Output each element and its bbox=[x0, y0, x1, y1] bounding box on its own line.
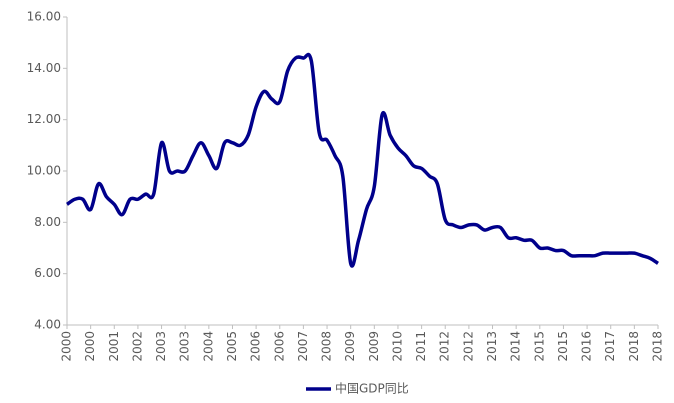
x-tick-label: 2006 bbox=[249, 331, 263, 362]
x-tick-label: 2004 bbox=[201, 331, 215, 362]
x-tick-label: 2010 bbox=[390, 331, 404, 362]
x-tick-label: 2015 bbox=[556, 331, 570, 362]
x-tick-label: 2002 bbox=[130, 331, 144, 362]
x-tick-label: 2012 bbox=[461, 331, 475, 362]
y-tick-label: 12.00 bbox=[27, 112, 61, 126]
x-tick-label: 2009 bbox=[343, 331, 357, 362]
x-tick-label: 2003 bbox=[178, 331, 192, 362]
x-tick-label: 2018 bbox=[651, 331, 665, 362]
x-tick-label: 2011 bbox=[414, 331, 428, 362]
x-tick-label: 2008 bbox=[320, 331, 334, 362]
x-tick-label: 2001 bbox=[107, 331, 121, 362]
x-tick-label: 2000 bbox=[60, 331, 74, 362]
y-tick-label: 4.00 bbox=[34, 318, 61, 332]
y-tick-label: 8.00 bbox=[34, 215, 61, 229]
x-tick-label: 2007 bbox=[296, 331, 310, 362]
y-tick-label: 16.00 bbox=[27, 10, 61, 24]
x-tick-label: 2016 bbox=[580, 331, 594, 362]
x-tick-label: 2003 bbox=[154, 331, 168, 362]
x-tick-label: 2009 bbox=[367, 331, 381, 362]
x-tick-label: 2017 bbox=[603, 331, 617, 362]
x-tick-label: 2000 bbox=[83, 331, 97, 362]
data-line bbox=[65, 52, 659, 268]
x-tick-label: 2012 bbox=[438, 331, 452, 362]
x-tick-label: 2005 bbox=[225, 331, 239, 362]
y-tick-label: 6.00 bbox=[34, 266, 61, 280]
legend-label: 中国GDP同比 bbox=[335, 381, 409, 396]
x-tick-label: 2018 bbox=[627, 331, 641, 362]
y-tick-label: 10.00 bbox=[27, 164, 61, 178]
x-tick-label: 2015 bbox=[532, 331, 546, 362]
x-tick-label: 2006 bbox=[272, 331, 286, 362]
x-tick-label: 2013 bbox=[485, 331, 499, 362]
y-tick-label: 14.00 bbox=[27, 61, 61, 75]
x-tick-label: 2014 bbox=[509, 331, 523, 362]
